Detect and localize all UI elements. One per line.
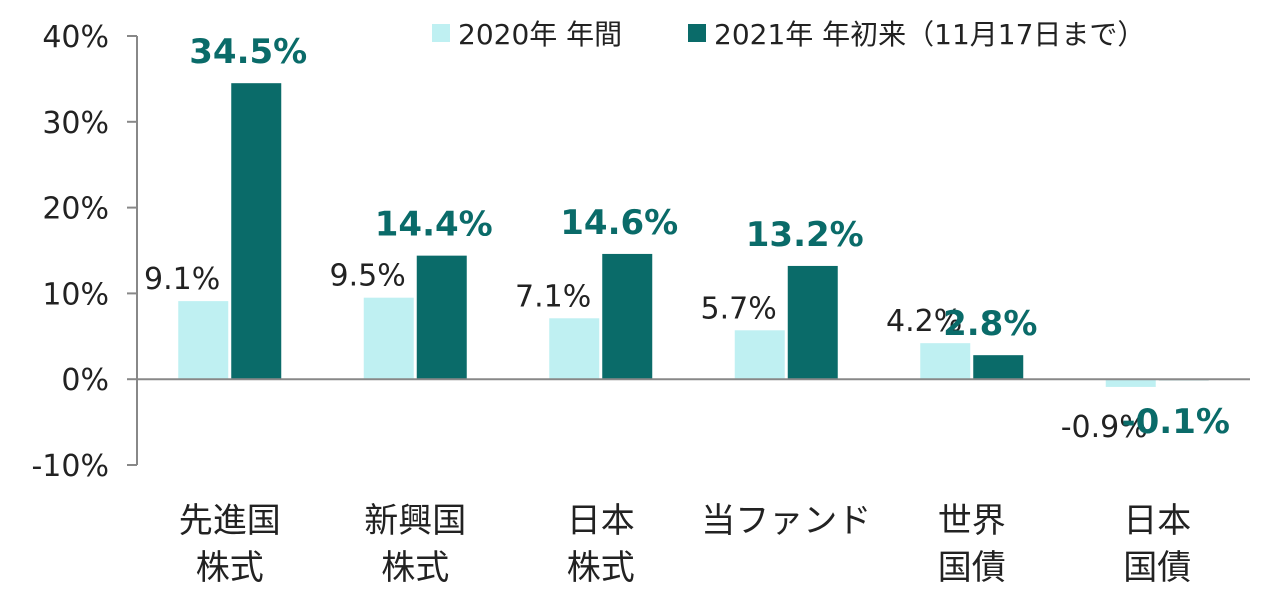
- data-label-series-1: 2.8%: [943, 304, 1037, 344]
- category-label: 株式: [381, 548, 449, 588]
- data-label-series-0: 4.2%: [886, 304, 962, 339]
- y-tick-label: 0%: [61, 363, 109, 398]
- bar-series-1: [231, 83, 282, 380]
- bar-series-0: [1105, 379, 1156, 387]
- legend-swatch-series-1: [688, 24, 706, 42]
- category-label: 日本: [567, 501, 635, 541]
- bars: [178, 83, 1209, 387]
- legend-swatch-series-0: [432, 24, 450, 42]
- data-label-series-1: -0.1%: [1122, 402, 1230, 442]
- bar-series-0: [920, 343, 971, 380]
- category-label: 当ファンド: [701, 501, 871, 541]
- data-label-series-0: 9.5%: [330, 259, 406, 294]
- legend: 2020年 年間 2021年 年初来（11月17日まで）: [432, 18, 1145, 51]
- data-label-series-0: 9.1%: [144, 262, 220, 297]
- category-label: 先進国: [179, 501, 281, 541]
- data-label-series-0: 5.7%: [701, 291, 777, 326]
- legend-label-series-1: 2021年 年初来（11月17日まで）: [714, 18, 1145, 51]
- y-axis: 40% 30% 20% 10% 0% -10%: [31, 20, 138, 484]
- category-label: 株式: [567, 548, 635, 588]
- bar-series-1: [973, 355, 1024, 380]
- category-label: 国債: [938, 548, 1006, 588]
- y-tick-label: 30%: [42, 106, 109, 141]
- legend-label-series-0: 2020年 年間: [458, 18, 622, 51]
- bar-series-1: [787, 265, 838, 380]
- bar-series-0: [549, 318, 600, 380]
- category-label: 株式: [196, 548, 264, 588]
- y-tick-label: 40%: [42, 20, 109, 55]
- category-label: 国債: [1123, 548, 1191, 588]
- category-label: 日本: [1123, 501, 1191, 541]
- bar-series-1: [416, 255, 467, 380]
- bar-series-0: [734, 330, 785, 380]
- data-label-series-0: 7.1%: [515, 279, 591, 314]
- data-label-series-1: 14.6%: [560, 203, 678, 243]
- category-label: 新興国: [364, 501, 466, 541]
- y-tick-label: 20%: [42, 192, 109, 227]
- y-tick-label: -10%: [31, 449, 109, 484]
- data-label-series-1: 14.4%: [375, 205, 493, 245]
- bar-series-0: [178, 301, 229, 380]
- bar-series-1: [602, 253, 653, 380]
- data-label-series-0: -0.9%: [1061, 410, 1148, 445]
- category-label: 世界: [938, 501, 1006, 541]
- bar-series-0: [363, 297, 414, 380]
- data-label-series-1: 13.2%: [746, 215, 864, 255]
- y-tick-label: 10%: [42, 277, 109, 312]
- data-label-series-1: 34.5%: [189, 32, 307, 72]
- data-labels: 9.1% 34.5% 9.5% 14.4% 7.1% 14.6% 5.7% 13.2% 4.2%…: [144, 32, 1230, 445]
